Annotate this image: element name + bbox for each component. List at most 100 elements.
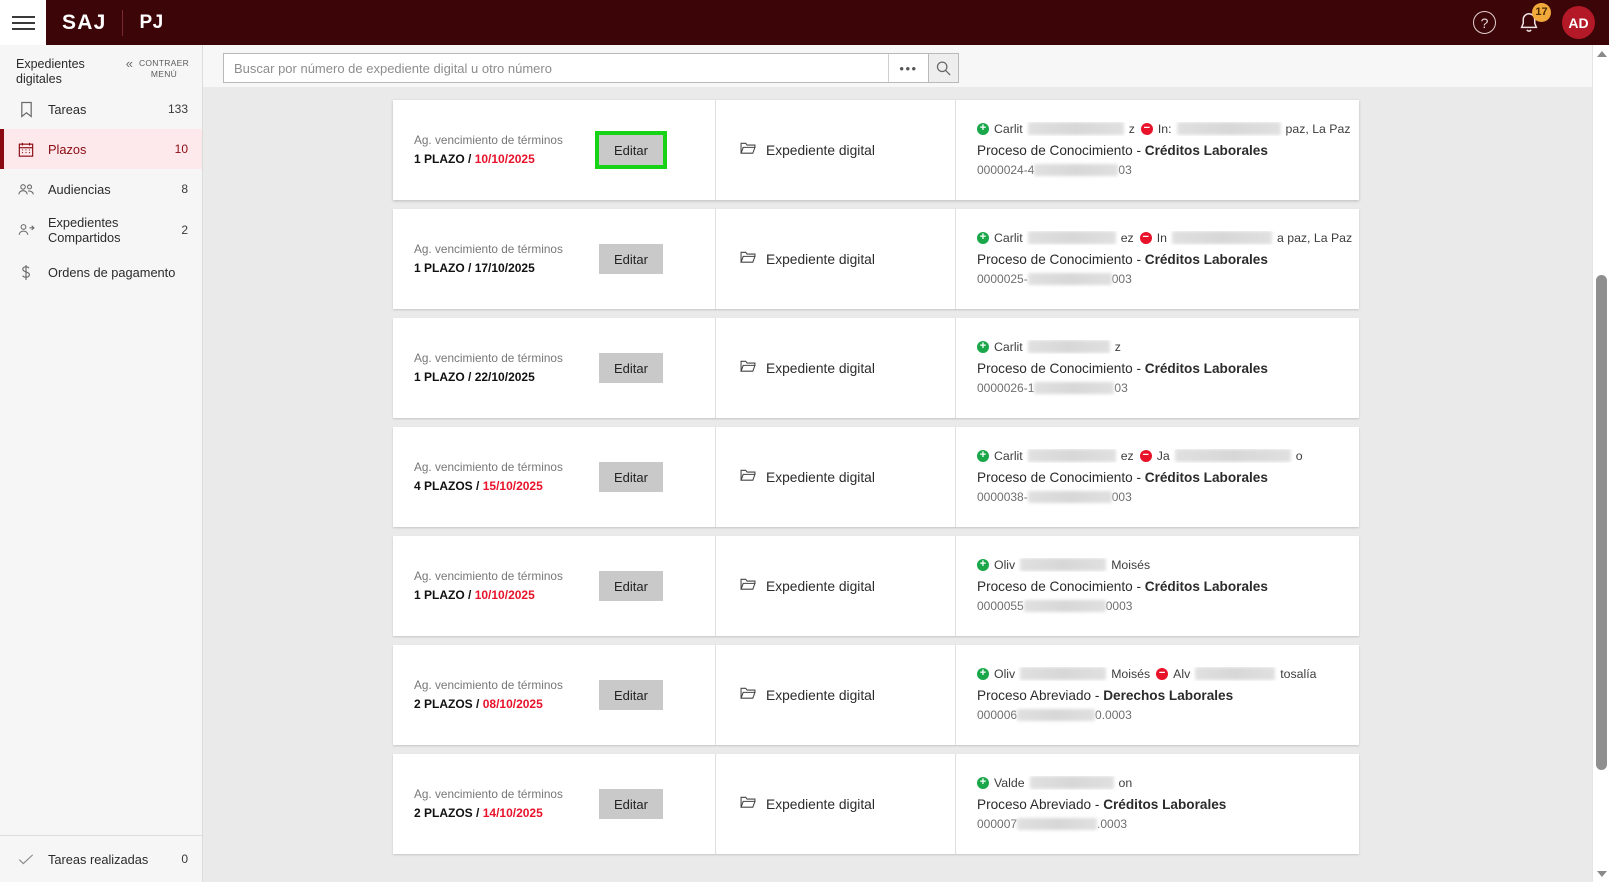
card-details-section: + Carlit z − In: paz, La Paz Proceso de Conoci… [955, 100, 1359, 200]
case-number-prefix: 0000025- [977, 271, 1028, 286]
help-icon[interactable]: ? [1473, 11, 1496, 34]
sidebar: Expedientes digitales « CONTRAER MENÚ Ta… [0, 45, 203, 882]
card-details-section: + Valde on Proceso Abreviado - Créditos Lab… [955, 754, 1359, 854]
sidebar-item-tareas-realizadas[interactable]: Tareas realizadas 0 [0, 835, 202, 882]
plazo-kind: Ag. vencimiento de términos [414, 351, 563, 365]
plazo-separator: / [468, 588, 472, 602]
redacted-text [1174, 449, 1291, 462]
plazo-card[interactable]: Ag. vencimiento de términos 2 PLAZOS / 14… [393, 754, 1359, 854]
sidebar-item-tareas[interactable]: Tareas 133 [0, 89, 202, 129]
process-line: Proceso de Conocimiento - Créditos Labor… [977, 140, 1359, 161]
expediente-digital-link[interactable]: Expediente digital [715, 536, 955, 636]
parties-row: + Carlit ez − Ja o [977, 449, 1359, 463]
process-dash: - [1094, 687, 1100, 703]
plazo-due-date: 10/10/2025 [474, 588, 535, 602]
expediente-digital-link[interactable]: Expediente digital [715, 100, 955, 200]
sidebar-item-count: 8 [181, 182, 188, 196]
plazo-date-line: 2 PLAZOS / 14/10/2025 [414, 804, 599, 822]
edit-button[interactable]: Editar [599, 789, 663, 819]
edit-button[interactable]: Editar [599, 680, 663, 710]
header-actions: ? 17 AD [1473, 2, 1609, 39]
redacted-text [1017, 708, 1096, 721]
sidebar-item-expedientes-compartidos[interactable]: Expedientes Compartidos 2 [0, 209, 202, 251]
plus-circle-icon: + [977, 231, 989, 244]
sidebar-footer-count: 0 [181, 852, 188, 866]
ellipsis-icon[interactable]: ••• [888, 54, 928, 82]
parties-row: + Carlit z [977, 340, 1359, 354]
party-defendant: − Ja o [1139, 449, 1303, 463]
expediente-digital-link[interactable]: Expediente digital [715, 209, 955, 309]
plazo-card[interactable]: Ag. vencimiento de términos 1 PLAZO / 10/… [393, 536, 1359, 636]
triangle-down-icon [1596, 870, 1607, 877]
case-number-suffix: 03 [1118, 162, 1132, 177]
party-plaintiff: + Valde on [977, 776, 1132, 790]
parties-row: + Valde on [977, 776, 1359, 790]
plazo-card[interactable]: Ag. vencimiento de términos 2 PLAZOS / 08… [393, 645, 1359, 745]
notifications-bell-icon[interactable]: 17 [1516, 2, 1551, 36]
parties-row: + Oliv Moisés [977, 558, 1359, 572]
scroll-thumb[interactable] [1596, 275, 1607, 770]
sidebar-title: Expedientes digitales [16, 57, 85, 86]
party-plaintiff: + Carlit ez [977, 449, 1134, 463]
sidebar-item-ordens-de-pagamento[interactable]: Ordens de pagamento [0, 251, 202, 293]
process-dash: - [1136, 360, 1141, 376]
avatar[interactable]: AD [1562, 6, 1595, 39]
redacted-text [1171, 231, 1272, 244]
expediente-digital-link[interactable]: Expediente digital [715, 754, 955, 854]
redacted-text [1027, 122, 1124, 135]
search-button[interactable] [929, 53, 959, 83]
plazo-card[interactable]: Ag. vencimiento de términos 4 PLAZOS / 15… [393, 427, 1359, 527]
search-field[interactable]: ••• [223, 53, 929, 83]
case-number-line: 0000055 0003 [977, 597, 1359, 615]
party-name-prefix: Valde [994, 775, 1025, 790]
party-defendant: − In a paz, La Paz [1139, 231, 1352, 245]
case-number-suffix: .0003 [1097, 816, 1128, 831]
sidebar-item-audiencias[interactable]: Audiencias 8 [0, 169, 202, 209]
minus-circle-icon: − [1139, 449, 1152, 462]
plazo-card[interactable]: Ag. vencimiento de términos 1 PLAZO / 22/… [393, 318, 1359, 418]
expediente-digital-link[interactable]: Expediente digital [715, 318, 955, 418]
redacted-text [1020, 558, 1107, 571]
edit-button[interactable]: Editar [595, 131, 667, 169]
vertical-scrollbar[interactable] [1592, 45, 1609, 882]
party-name-prefix: Carlit [994, 121, 1023, 136]
scroll-down-button[interactable] [1593, 865, 1609, 882]
sidebar-item-label: Audiencias [48, 181, 111, 197]
plazo-date-line: 1 PLAZO / 22/10/2025 [414, 368, 599, 386]
triangle-up-icon [1596, 50, 1607, 57]
edit-button[interactable]: Editar [599, 571, 663, 601]
process-line: Proceso de Conocimiento - Créditos Labor… [977, 467, 1359, 488]
edit-button[interactable]: Editar [599, 353, 663, 383]
card-left-section: Ag. vencimiento de términos 1 PLAZO / 22/… [393, 318, 715, 418]
sidebar-item-plazos[interactable]: Plazos 10 [0, 129, 202, 169]
collapse-menu-button[interactable]: « CONTRAER MENÚ [126, 57, 190, 80]
shared-person-icon [14, 222, 38, 238]
search-input[interactable] [224, 54, 888, 82]
sidebar-item-label: Ordens de pagamento [48, 264, 176, 280]
plazo-count: 1 PLAZO [414, 152, 465, 166]
plazo-due-date: 10/10/2025 [474, 152, 535, 166]
process-dash: - [1136, 469, 1141, 485]
plazo-kind: Ag. vencimiento de términos [414, 242, 563, 256]
plazo-card[interactable]: Ag. vencimiento de términos 1 PLAZO / 10/… [393, 100, 1359, 200]
expediente-digital-link[interactable]: Expediente digital [715, 645, 955, 745]
hamburger-icon[interactable] [0, 0, 46, 45]
scroll-up-button[interactable] [1593, 45, 1609, 62]
edit-button[interactable]: Editar [599, 244, 663, 274]
card-details-section: + Oliv Moisés Proceso de Conocimiento - Cré… [955, 536, 1359, 636]
party-name-prefix: Alv [1173, 666, 1191, 681]
expediente-digital-link[interactable]: Expediente digital [715, 427, 955, 527]
plazo-kind: Ag. vencimiento de términos [414, 569, 563, 583]
case-number-suffix: 0003 [1105, 598, 1133, 613]
party-name-prefix: Carlit [994, 448, 1023, 463]
edit-button[interactable]: Editar [599, 462, 663, 492]
card-left-section: Ag. vencimiento de términos 2 PLAZOS / 08… [393, 645, 715, 745]
process-matter: Créditos Laborales [1144, 469, 1268, 485]
plazo-summary: Ag. vencimiento de términos 1 PLAZO / 10/… [414, 132, 599, 168]
card-left-section: Ag. vencimiento de términos 4 PLAZOS / 15… [393, 427, 715, 527]
app-header: SAJ PJ ? 17 AD [0, 0, 1609, 45]
plazo-card[interactable]: Ag. vencimiento de términos 1 PLAZO / 17/… [393, 209, 1359, 309]
party-name-suffix: ez [1120, 230, 1134, 245]
redacted-text [1023, 599, 1106, 612]
case-number-line: 0000024-4 03 [977, 161, 1359, 179]
